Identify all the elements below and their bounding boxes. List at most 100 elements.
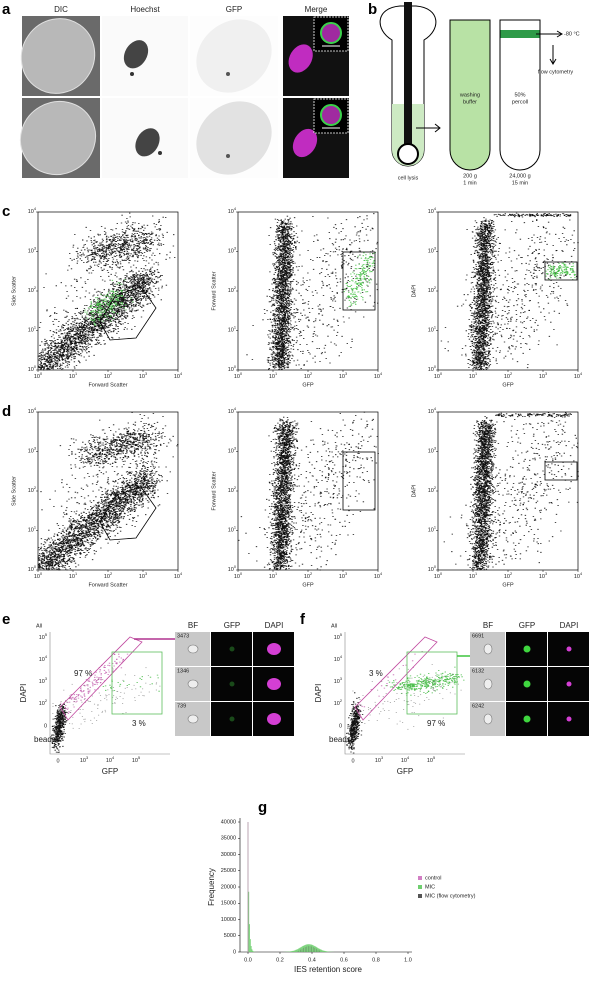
- tube-label: percoll: [512, 99, 528, 105]
- scatter-cloud: [246, 213, 379, 370]
- tick-exp: 3: [34, 447, 36, 451]
- gfp-signal: [523, 680, 531, 688]
- spin-label: 200 g: [463, 173, 477, 179]
- x-axis-label: GFP: [302, 582, 314, 588]
- tick-base: 10: [234, 574, 240, 580]
- tick-exp: 2: [234, 486, 236, 490]
- y-tick-label: 30000: [221, 852, 236, 858]
- tick-exp: 1: [434, 526, 436, 530]
- gate-percent: 3 %: [369, 669, 383, 678]
- hoechst-nucleus: [135, 128, 160, 157]
- y-tick-label: 103: [428, 447, 436, 455]
- image-header: GFP: [224, 621, 240, 630]
- tick-base: 10: [539, 574, 545, 580]
- tick-base: 10: [334, 701, 340, 707]
- tick-exp: 4: [180, 572, 183, 576]
- image-header: DAPI: [560, 621, 579, 630]
- tick-base: 10: [574, 574, 580, 580]
- gate: [111, 651, 163, 715]
- x-tick-label: 100: [434, 572, 442, 580]
- tick-base: 10: [269, 574, 275, 580]
- tick-exp: 1: [234, 326, 236, 330]
- y-axis-label: Forward Scatter: [211, 271, 217, 310]
- scatter-cloud: [50, 700, 68, 753]
- panel-label: f: [300, 611, 306, 628]
- tick-exp: 0: [40, 572, 42, 576]
- x-tick-label: 104: [374, 372, 383, 380]
- arrow: [536, 30, 563, 65]
- y-tick-label: 103: [228, 447, 236, 455]
- y-tick-label: 101: [28, 326, 36, 334]
- tick-exp: 4: [434, 207, 437, 211]
- x-tick-label: 104: [574, 372, 583, 380]
- y-tick-label: 101: [28, 526, 36, 534]
- x-tick-label: 0.0: [244, 957, 252, 963]
- tick-exp: 1: [34, 326, 36, 330]
- y-tick-label: 100: [28, 565, 36, 573]
- gfp-mic: [226, 154, 230, 158]
- y-axis-label: Forward Scatter: [211, 471, 217, 510]
- plot-frame: [437, 211, 579, 371]
- tick-exp: 1: [475, 572, 477, 576]
- x-tick-label: 101: [69, 372, 77, 380]
- tick-base: 10: [428, 209, 434, 215]
- tick-base: 10: [69, 374, 75, 380]
- scatter-cloud: [37, 412, 179, 571]
- tick-exp: 3: [381, 756, 383, 760]
- x-axis-label: GFP: [502, 382, 514, 388]
- tick-exp: 3: [545, 372, 547, 376]
- gate-percent: 3 %: [132, 719, 146, 728]
- tick-exp: 4: [580, 572, 583, 576]
- tick-exp: 1: [234, 526, 236, 530]
- x-tick-label: 100: [434, 372, 442, 380]
- dic-cell: [20, 18, 96, 94]
- y-tick-label: 102: [228, 286, 236, 294]
- tick-base: 10: [375, 758, 381, 764]
- tick-exp: 2: [234, 286, 236, 290]
- tick-base: 10: [374, 574, 380, 580]
- y-tick-label: 100: [28, 365, 36, 373]
- x-tick-label: 101: [469, 572, 477, 580]
- gfp-signal: [523, 715, 531, 723]
- y-tick-label: 102: [28, 286, 36, 294]
- gate: [99, 286, 157, 341]
- y-tick-label: 15000: [221, 901, 236, 907]
- dapi-signal: [566, 646, 572, 652]
- tick-exp: 1: [75, 372, 77, 376]
- y-tick-label: 102: [428, 486, 436, 494]
- legend-label: MIC: [425, 884, 435, 890]
- tick-base: 10: [469, 374, 475, 380]
- tick-base: 10: [28, 488, 34, 494]
- bf-particle: [187, 644, 199, 654]
- y-tick-label: 104: [428, 207, 437, 215]
- tick-base: 10: [428, 409, 434, 415]
- tick-base: 10: [39, 701, 45, 707]
- inset-nucleus: [320, 104, 342, 126]
- x-tick-label: 105: [132, 756, 140, 764]
- x-tick-label: 101: [469, 372, 477, 380]
- wash-tube: [449, 19, 491, 171]
- column-header: GFP: [226, 5, 242, 14]
- legend-swatch: [418, 885, 422, 889]
- tick-exp: 2: [110, 572, 112, 576]
- pestle-bulb: [397, 143, 419, 165]
- y-tick-label: 35000: [221, 836, 236, 842]
- gate: [342, 251, 376, 311]
- tick-base: 10: [69, 574, 75, 580]
- gate: [59, 636, 143, 721]
- bf-particle: [187, 714, 199, 724]
- plot-frame: [237, 211, 379, 371]
- hoechst-nucleus: [123, 40, 149, 69]
- x-tick-label: 0: [56, 758, 59, 764]
- tick-base: 10: [104, 574, 110, 580]
- scatter-cloud: [359, 651, 423, 711]
- tick-base: 10: [28, 409, 34, 415]
- tick-base: 10: [28, 209, 34, 215]
- tick-exp: 3: [45, 677, 47, 681]
- x-tick-label: 103: [539, 372, 547, 380]
- tick-exp: 3: [545, 572, 547, 576]
- y-tick-label: 100: [428, 565, 436, 573]
- gfp-signal: [229, 646, 235, 652]
- tick-exp: 5: [433, 756, 435, 760]
- tick-exp: 2: [434, 286, 436, 290]
